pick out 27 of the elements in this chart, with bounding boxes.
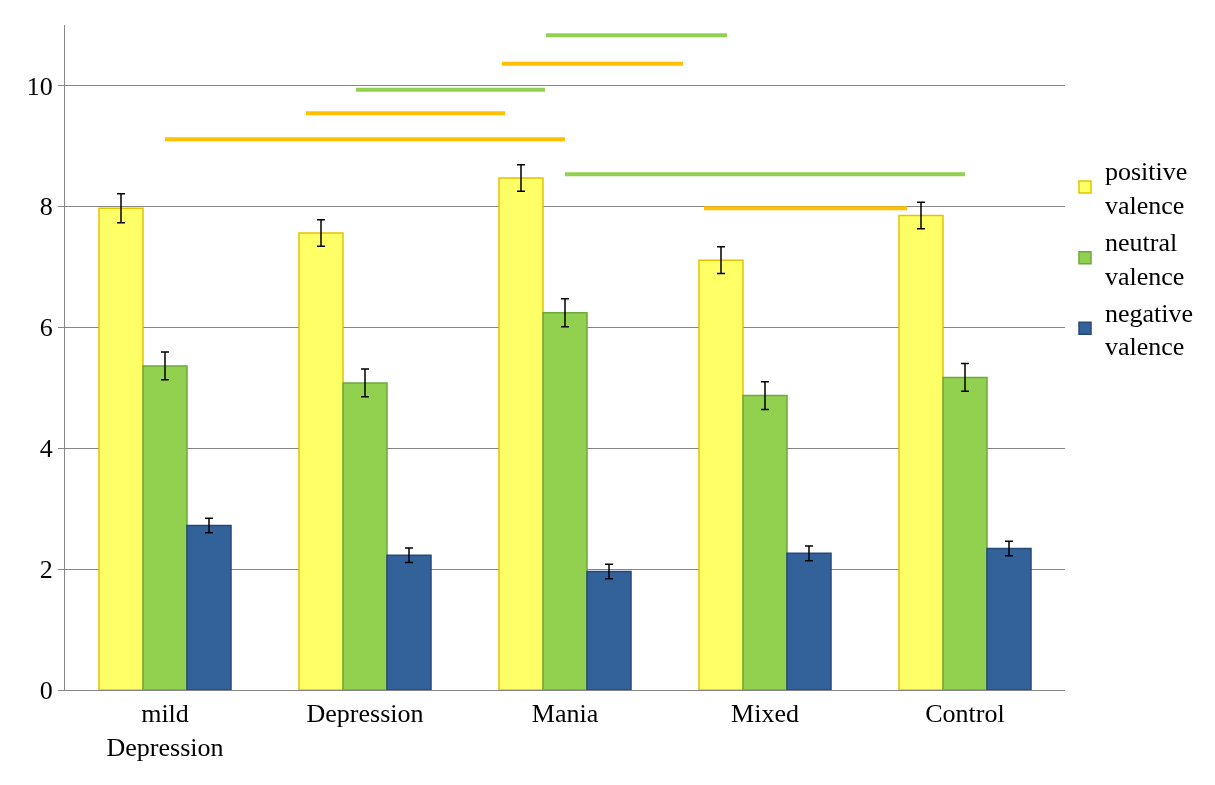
- bar: [386, 554, 432, 690]
- bar: [698, 259, 744, 690]
- bar: [742, 394, 788, 690]
- legend-label: negative valence: [1105, 298, 1194, 362]
- y-tick-label: 0: [39, 676, 53, 706]
- y-tick-label: 6: [39, 313, 53, 343]
- bar: [186, 524, 232, 690]
- x-tick-label: Mania: [531, 699, 599, 729]
- y-tick-label: 10: [26, 71, 53, 101]
- bar: [542, 312, 588, 690]
- x-tick-label: Mixed: [731, 699, 799, 729]
- y-tick-label: 2: [39, 555, 53, 585]
- bar: [98, 207, 144, 690]
- x-tick-label: Control: [925, 699, 1005, 729]
- y-tick-label: 4: [39, 434, 53, 464]
- bar: [342, 382, 388, 690]
- bar: [942, 376, 988, 690]
- x-tick-label: Depression: [306, 699, 424, 729]
- bar: [586, 570, 632, 690]
- bar: [786, 552, 832, 690]
- bar: [498, 177, 544, 690]
- bar: [298, 232, 344, 690]
- y-tick-label: 8: [39, 192, 53, 222]
- x-tick-label: mild Depression: [106, 699, 224, 762]
- bar: [986, 547, 1032, 690]
- bar: [142, 365, 188, 690]
- bar: [898, 214, 944, 690]
